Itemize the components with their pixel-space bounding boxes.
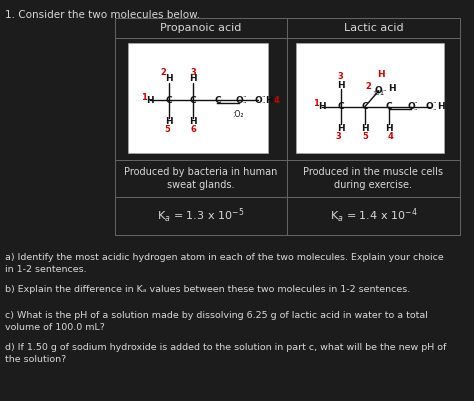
Text: H: H	[265, 96, 273, 105]
Text: C: C	[386, 102, 392, 111]
Text: C: C	[190, 96, 197, 105]
Text: 3: 3	[336, 132, 341, 141]
Text: 3: 3	[191, 68, 196, 77]
Text: ··: ··	[261, 100, 265, 106]
Text: ··: ··	[414, 107, 418, 113]
Text: H: H	[318, 102, 326, 111]
Text: O: O	[407, 102, 415, 111]
Text: H: H	[190, 74, 197, 83]
Text: O: O	[236, 96, 243, 105]
Text: ··: ··	[242, 94, 246, 100]
Text: 2: 2	[366, 82, 372, 91]
Text: 1: 1	[313, 99, 319, 108]
Text: ··: ··	[414, 100, 418, 106]
Text: H: H	[437, 102, 445, 111]
Text: 5: 5	[164, 125, 170, 134]
Text: 1: 1	[141, 93, 147, 102]
Text: ··: ··	[242, 100, 246, 106]
Text: C: C	[362, 102, 368, 111]
Text: 1. Consider the two molecules below.: 1. Consider the two molecules below.	[5, 10, 200, 20]
Bar	[296, 43, 444, 153]
Text: H: H	[165, 117, 173, 126]
Text: H: H	[388, 84, 396, 93]
Text: H: H	[165, 74, 173, 83]
Text: H: H	[377, 70, 384, 79]
Text: ··: ··	[261, 94, 265, 100]
Text: Produced by bacteria in human
sweat glands.: Produced by bacteria in human sweat glan…	[124, 167, 278, 190]
Text: O: O	[254, 96, 262, 105]
Text: b) Explain the difference in Kₐ values between these two molecules in 1-2 senten: b) Explain the difference in Kₐ values b…	[5, 285, 410, 294]
Text: C: C	[166, 96, 173, 105]
Text: 4: 4	[273, 96, 279, 105]
Text: ··: ··	[432, 107, 437, 113]
Text: K$_a$ = 1.4 x 10$^{-4}$: K$_a$ = 1.4 x 10$^{-4}$	[330, 207, 417, 225]
Text: H: H	[337, 124, 345, 133]
Text: ··: ··	[432, 100, 437, 106]
Text: H: H	[337, 81, 345, 90]
Text: :O₂: :O₂	[232, 110, 243, 119]
Text: a) Identify the most acidic hydrogen atom in each of the two molecules. Explain : a) Identify the most acidic hydrogen ato…	[5, 253, 444, 274]
Text: d) If 1.50 g of sodium hydroxide is added to the solution in part c, what will b: d) If 1.50 g of sodium hydroxide is adde…	[5, 343, 447, 364]
Text: 4: 4	[388, 132, 394, 141]
Text: K$_a$ = 1.3 x 10$^{-5}$: K$_a$ = 1.3 x 10$^{-5}$	[157, 207, 245, 225]
Text: ··: ··	[383, 88, 387, 94]
Text: 2: 2	[160, 68, 166, 77]
Text: H: H	[385, 124, 393, 133]
Text: C: C	[337, 102, 344, 111]
Text: Lactic acid: Lactic acid	[344, 23, 403, 33]
Text: Produced in the muscle cells
during exercise.: Produced in the muscle cells during exer…	[303, 167, 444, 190]
Bar	[128, 43, 268, 153]
Text: O: O	[426, 102, 434, 111]
Text: H: H	[190, 117, 197, 126]
Text: H: H	[146, 96, 154, 105]
Text: c) What is the pH of a solution made by dissolving 6.25 g of lactic acid in wate: c) What is the pH of a solution made by …	[5, 311, 428, 332]
Text: H: H	[361, 124, 369, 133]
Text: Propanoic acid: Propanoic acid	[160, 23, 242, 33]
Bar	[115, 18, 460, 235]
Text: 5: 5	[362, 132, 368, 141]
Text: C: C	[214, 96, 221, 105]
Text: O: O	[375, 86, 383, 95]
Text: :O1: :O1	[372, 90, 384, 96]
Text: 6: 6	[190, 125, 196, 134]
Text: 3: 3	[337, 72, 344, 81]
